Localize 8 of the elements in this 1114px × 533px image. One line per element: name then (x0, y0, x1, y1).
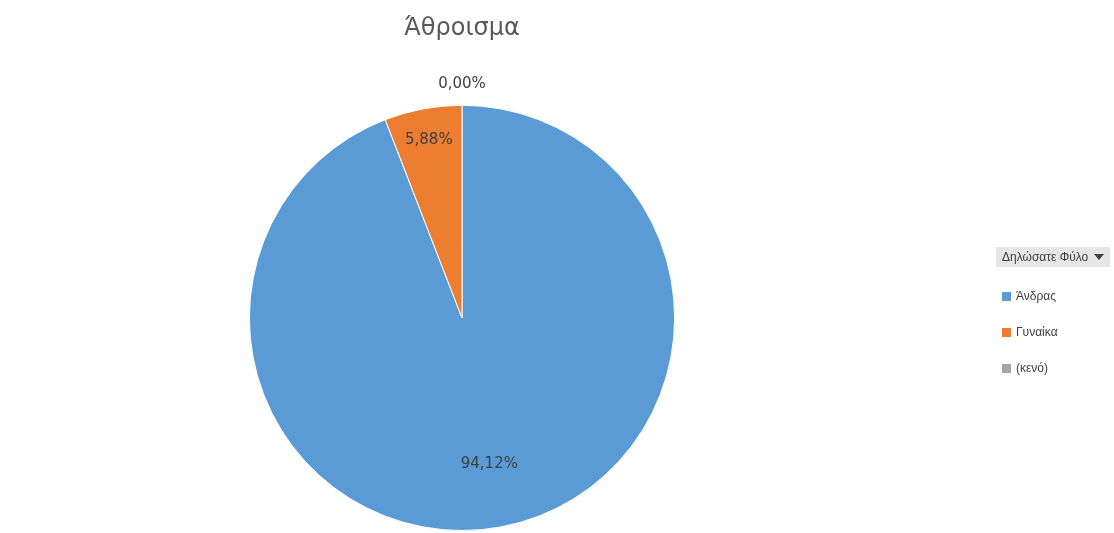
data-label: 5,88% (404, 130, 453, 149)
legend-label: (κενό) (1016, 361, 1049, 375)
chart-title: Άθροισμα (404, 12, 520, 41)
legend-label: Άνδρας (1016, 289, 1057, 303)
legend-label: Γυναίκα (1016, 325, 1058, 339)
text: 0,00% (438, 73, 486, 92)
data-label: 94,12% (460, 454, 518, 473)
legend-title: Δηλώσατε Φύλο (1002, 250, 1089, 264)
